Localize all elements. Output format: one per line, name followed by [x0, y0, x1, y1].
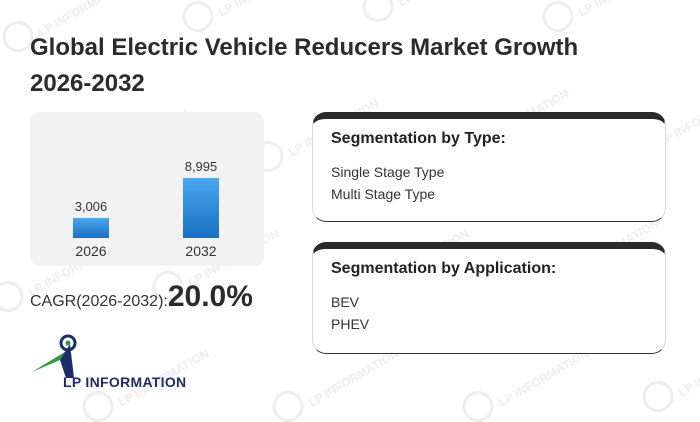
svg-text:LP INFORMATION: LP INFORMATION	[396, 0, 492, 10]
segmentation-application-card: Segmentation by Application: BEV PHEV	[312, 242, 666, 354]
segmentation-type-card: Segmentation by Type: Single Stage Type …	[312, 112, 666, 222]
category-label: 2032	[185, 243, 216, 259]
list-item: PHEV	[331, 316, 370, 332]
segmentation-application-title: Segmentation by Application:	[331, 260, 557, 277]
svg-text:LP INFORMATION: LP INFORMATION	[216, 0, 312, 20]
list-item: Single Stage Type	[331, 164, 445, 180]
bar-2032	[183, 178, 219, 238]
category-label: 2026	[75, 243, 106, 259]
segmentation-type-title: Segmentation by Type:	[331, 130, 506, 147]
bar-2026	[73, 217, 109, 238]
company-logo: LP INFORMATION	[30, 332, 210, 394]
bar-value-label: 3,006	[75, 199, 108, 214]
cagr-label: CAGR(2026-2032):	[30, 293, 168, 310]
segmentation-type-list: Single Stage Type Multi Stage Type	[331, 161, 444, 205]
watermark-mark: LP INFORMATION	[362, 0, 492, 23]
list-item: BEV	[331, 294, 360, 310]
svg-text:LP INFORMATION: LP INFORMATION	[576, 0, 672, 20]
lp-information-logo-icon	[32, 334, 77, 378]
svg-text:LP INFORMATION: LP INFORMATION	[676, 336, 700, 399]
logo-text: LP INFORMATION	[63, 374, 187, 390]
cagr-summary: CAGR(2026-2032):20.0%	[30, 280, 253, 314]
segmentation-application-list: BEV PHEV	[331, 291, 369, 335]
growth-chart-panel: 3,006 2026 8,995 2032	[30, 112, 264, 266]
svg-text:LP INFORMATION: LP INFORMATION	[496, 346, 592, 409]
bar-value-label: 8,995	[185, 159, 218, 174]
list-item: Multi Stage Type	[331, 186, 436, 202]
cagr-value: 20.0%	[167, 280, 253, 313]
page-title: Global Electric Vehicle Reducers Market …	[30, 34, 579, 97]
growth-bar-chart: 3,006 2026 8,995 2032	[73, 159, 219, 259]
svg-text:LP INFORMATION: LP INFORMATION	[306, 346, 402, 409]
